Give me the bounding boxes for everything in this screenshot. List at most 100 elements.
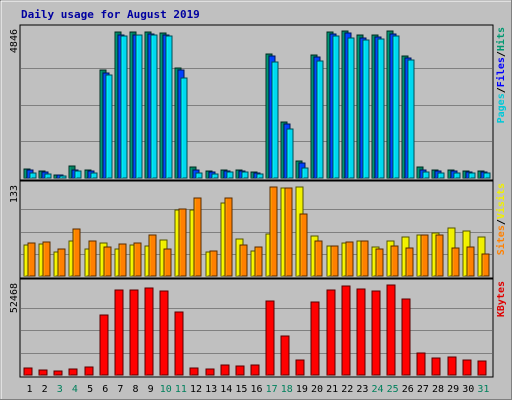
bar-sites-day-16 (254, 246, 263, 277)
legend-entry-kbytes: KBytes (496, 281, 507, 317)
legend-entry-files: Files (495, 57, 507, 87)
bar-sites-day-10 (163, 248, 172, 277)
bar-kbytes-day-1 (23, 367, 33, 376)
x-tick-label: 2 (42, 384, 48, 395)
bar-sites-day-30 (466, 246, 475, 277)
bar-pages-day-16 (256, 173, 264, 179)
panel-kbytes: 52468 KBytes (9, 278, 507, 378)
y-max-label: 4846 (9, 29, 20, 53)
x-tick-label: 23 (356, 384, 368, 395)
bar-sites-day-6 (103, 246, 112, 277)
bar-pages-day-11 (180, 77, 188, 179)
bar-pages-day-21 (332, 35, 340, 179)
x-tick-label: 18 (281, 384, 293, 395)
bar-sites-day-31 (481, 253, 490, 277)
x-tick-label: 28 (432, 384, 444, 395)
bar-kbytes-day-29 (447, 356, 457, 376)
bar-pages-day-24 (377, 38, 385, 179)
bar-pages-day-12 (195, 172, 203, 179)
bar-kbytes-day-24 (371, 290, 381, 376)
bar-sites-day-13 (209, 250, 218, 277)
bar-sites-day-25 (390, 245, 399, 277)
bar-kbytes-day-18 (280, 335, 290, 376)
bar-kbytes-day-23 (356, 288, 366, 376)
bar-pages-day-22 (347, 37, 355, 179)
bar-kbytes-day-6 (99, 314, 109, 376)
x-axis-labels: 1 2 3 4 5 6 7 8 9 10 11 12 13 14 15 16 17 18 19 20 21 22 23 24 2… (27, 384, 490, 395)
panel-sites-visits: 133 Sites/Visits (9, 180, 507, 279)
x-tick-label: 8 (132, 384, 138, 395)
bar-kbytes-day-11 (174, 311, 184, 376)
x-tick-label: 9 (148, 384, 154, 395)
bar-kbytes-day-13 (205, 368, 215, 376)
x-tick-label: 24 (372, 384, 384, 395)
bar-kbytes-day-12 (189, 367, 199, 376)
y-max-label: 133 (9, 185, 20, 203)
panel-border (19, 278, 494, 378)
bar-kbytes-day-26 (401, 298, 411, 376)
bar-kbytes-day-10 (159, 290, 169, 376)
chart-title: Daily usage for August 2019 (21, 8, 200, 21)
bar-kbytes-day-25 (386, 284, 396, 376)
bar-kbytes-day-30 (462, 359, 472, 376)
bar-sites-day-19 (299, 213, 308, 277)
legend-entry-pages: Pages (496, 93, 507, 123)
y-max-label: 52468 (9, 283, 20, 313)
x-tick-label: 19 (296, 384, 308, 395)
legend-entry-visits: Visits (495, 183, 507, 219)
bar-pages-day-26 (407, 59, 415, 179)
x-tick-label: 26 (402, 384, 414, 395)
bar-pages-day-28 (437, 172, 445, 179)
x-tick-label: 14 (220, 384, 232, 395)
x-tick-label: 20 (311, 384, 323, 395)
x-tick-label: 5 (87, 384, 93, 395)
x-tick-label: 21 (326, 384, 338, 395)
bar-sites-day-26 (405, 247, 414, 277)
bar-sites-day-28 (435, 234, 444, 277)
bar-kbytes-day-9 (144, 287, 154, 376)
x-tick-label: 7 (117, 384, 123, 395)
x-tick-label: 3 (57, 384, 63, 395)
bar-sites-day-17 (269, 186, 278, 277)
bar-kbytes-day-20 (310, 301, 320, 376)
x-tick-label: 22 (341, 384, 353, 395)
bar-kbytes-day-22 (341, 285, 351, 376)
x-tick-label: 15 (235, 384, 247, 395)
x-tick-label: 12 (190, 384, 202, 395)
bar-pages-day-29 (453, 172, 461, 179)
bar-pages-day-25 (392, 35, 400, 179)
bar-sites-day-1 (27, 242, 36, 277)
bar-sites-day-27 (420, 234, 429, 277)
bar-pages-day-17 (271, 61, 279, 179)
x-tick-label: 17 (266, 384, 278, 395)
bar-kbytes-day-28 (431, 357, 441, 376)
bar-kbytes-day-17 (265, 300, 275, 376)
bar-pages-day-8 (135, 34, 143, 179)
bar-kbytes-day-7 (114, 289, 124, 376)
bar-pages-day-2 (44, 173, 52, 179)
x-tick-label: 13 (205, 384, 217, 395)
panel-border (19, 24, 494, 181)
bar-pages-day-4 (74, 170, 82, 179)
bar-kbytes-day-4 (68, 368, 78, 376)
bar-sites-day-3 (57, 248, 66, 277)
bar-sites-day-9 (148, 234, 157, 277)
bar-sites-day-14 (224, 197, 233, 277)
x-tick-label: 10 (160, 384, 172, 395)
legend-separator: / (496, 87, 507, 93)
x-tick-label: 29 (447, 384, 459, 395)
bar-pages-day-3 (59, 175, 67, 179)
bar-kbytes-day-15 (235, 365, 245, 376)
bar-kbytes-day-3 (53, 370, 63, 376)
bar-pages-day-7 (120, 35, 128, 179)
x-tick-label: 25 (387, 384, 399, 395)
bar-sites-day-4 (72, 228, 81, 277)
bar-pages-day-18 (286, 128, 294, 179)
bar-sites-day-2 (42, 241, 51, 277)
bar-sites-day-15 (239, 244, 248, 277)
x-tick-label: 4 (72, 384, 78, 395)
bar-sites-day-24 (375, 248, 384, 277)
